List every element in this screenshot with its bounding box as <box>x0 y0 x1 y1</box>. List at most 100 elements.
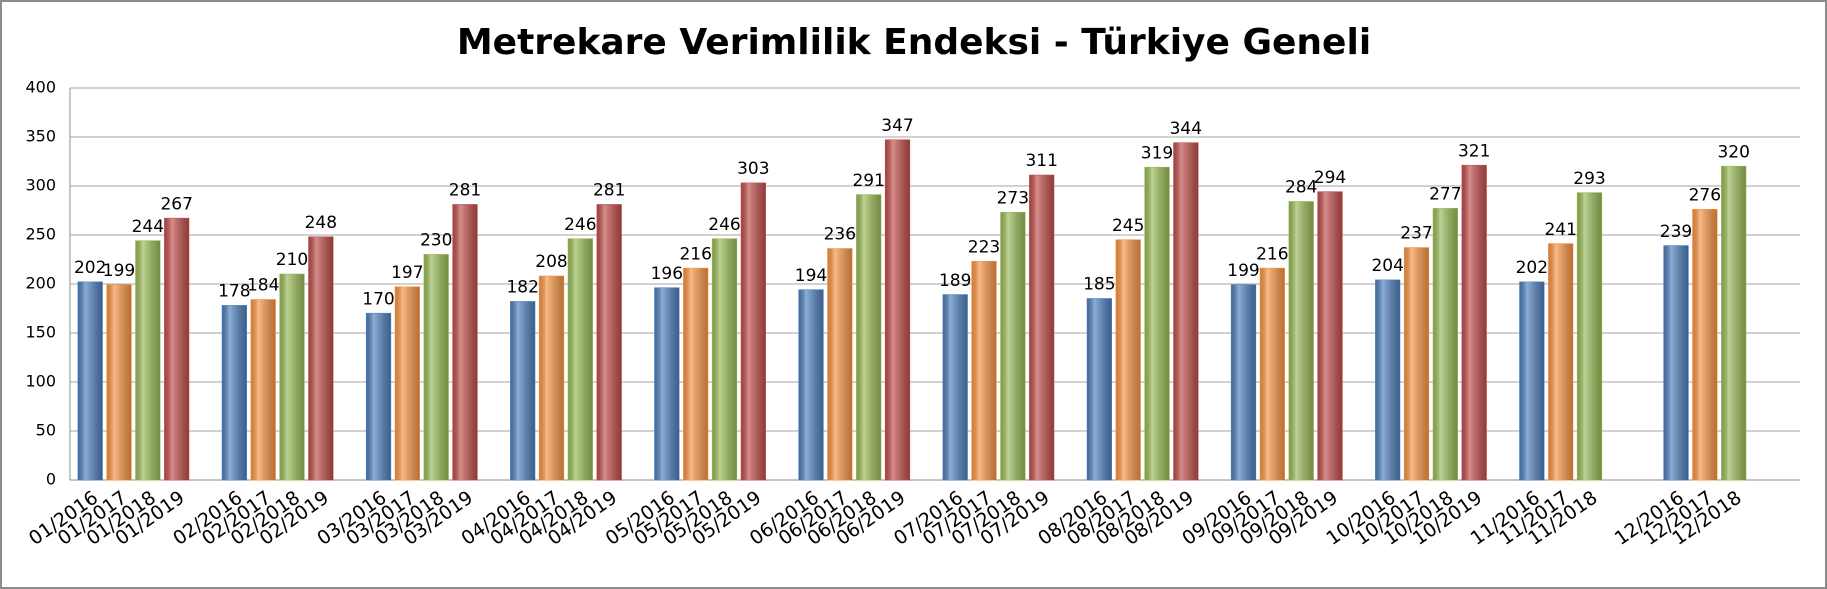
bar <box>510 301 536 481</box>
bar <box>683 267 709 481</box>
value-label: 204 <box>1371 256 1403 276</box>
value-label: 170 <box>362 289 394 309</box>
value-label: 321 <box>1458 141 1490 161</box>
bar <box>221 305 247 481</box>
bar <box>654 287 680 481</box>
bar <box>942 294 968 481</box>
value-label: 246 <box>708 215 740 235</box>
value-label: 319 <box>1141 143 1173 163</box>
bar <box>971 260 997 481</box>
bar <box>1288 201 1314 481</box>
bar <box>711 238 738 481</box>
value-label: 303 <box>737 159 769 179</box>
y-tick-label: 400 <box>25 78 56 97</box>
value-label: 199 <box>103 261 135 281</box>
value-label: 291 <box>852 171 884 191</box>
bar <box>798 289 824 481</box>
bar <box>827 248 853 481</box>
y-tick-label: 250 <box>25 225 56 244</box>
value-label: 248 <box>305 213 337 233</box>
value-label: 281 <box>449 181 481 201</box>
bar <box>77 281 103 481</box>
bar <box>365 312 392 481</box>
value-label: 216 <box>1256 244 1288 264</box>
y-tick-label: 350 <box>25 127 56 146</box>
value-label: 311 <box>1025 151 1057 171</box>
value-label: 185 <box>1083 275 1115 295</box>
y-tick-label: 100 <box>25 372 56 391</box>
value-label: 199 <box>1227 261 1259 281</box>
value-label: 202 <box>74 258 106 278</box>
value-label: 189 <box>939 271 971 291</box>
bar <box>567 238 593 481</box>
bar <box>1721 165 1747 481</box>
value-label: 210 <box>276 250 308 270</box>
value-label: 237 <box>1400 224 1432 244</box>
value-label: 277 <box>1429 185 1461 205</box>
value-label: 273 <box>997 188 1029 208</box>
bar <box>1692 209 1718 481</box>
bar <box>423 254 449 481</box>
y-tick-label: 50 <box>36 421 56 440</box>
bar <box>1576 192 1603 481</box>
value-label: 241 <box>1544 220 1576 240</box>
value-label: 216 <box>679 244 711 264</box>
bar <box>1432 208 1458 481</box>
value-label: 230 <box>420 231 452 251</box>
bar <box>1317 191 1343 481</box>
value-label: 246 <box>564 215 596 235</box>
bar <box>1000 211 1026 481</box>
value-label: 194 <box>795 266 827 286</box>
bar <box>106 284 132 481</box>
value-label: 178 <box>218 282 250 302</box>
bar <box>452 204 478 481</box>
bar <box>1403 247 1430 481</box>
bar <box>1086 298 1112 481</box>
value-label: 223 <box>968 237 1000 257</box>
bar <box>308 236 334 481</box>
bar <box>1173 142 1199 481</box>
value-label: 197 <box>391 263 423 283</box>
value-label: 347 <box>881 116 913 136</box>
bar <box>740 182 766 481</box>
value-label: 320 <box>1717 142 1749 162</box>
value-label: 208 <box>535 252 567 272</box>
bar <box>1144 166 1170 481</box>
bar <box>250 299 276 481</box>
bar <box>1230 284 1257 481</box>
bar <box>1548 243 1574 481</box>
bar <box>884 139 911 481</box>
chart-title: Metrekare Verimlilik Endeksi - Türkiye G… <box>457 22 1371 63</box>
bar <box>135 240 161 481</box>
bar <box>538 275 565 481</box>
y-tick-label: 150 <box>25 323 56 342</box>
value-label: 281 <box>593 181 625 201</box>
value-label: 245 <box>1112 216 1144 236</box>
y-tick-label: 300 <box>25 176 56 195</box>
value-label: 196 <box>651 264 683 284</box>
value-label: 293 <box>1573 169 1605 189</box>
value-label: 244 <box>132 217 164 237</box>
bar <box>1259 267 1285 481</box>
value-label: 184 <box>247 276 279 296</box>
y-tick-label: 0 <box>46 470 56 489</box>
bar <box>1519 281 1545 481</box>
value-label: 294 <box>1314 168 1346 188</box>
bar <box>1375 279 1401 481</box>
value-label: 344 <box>1170 119 1202 139</box>
y-tick-label: 200 <box>25 274 56 293</box>
value-label: 276 <box>1689 186 1721 206</box>
bar <box>1029 174 1055 481</box>
bar <box>856 194 882 481</box>
bar <box>394 286 420 481</box>
bar <box>1663 245 1689 481</box>
bar <box>164 217 190 481</box>
value-label: 284 <box>1285 178 1317 198</box>
value-label: 202 <box>1516 258 1548 278</box>
value-label: 267 <box>160 194 192 214</box>
value-label: 236 <box>824 225 856 245</box>
value-label: 239 <box>1660 222 1692 242</box>
bar <box>1461 164 1487 481</box>
